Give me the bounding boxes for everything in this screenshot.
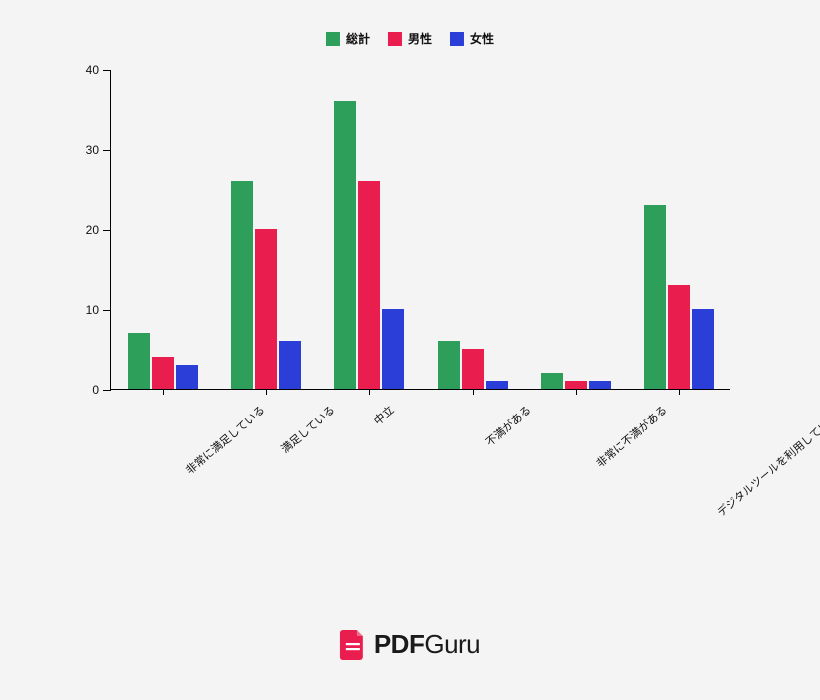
chart-bar: [541, 373, 563, 389]
x-tick: [266, 389, 267, 395]
legend-label: 女性: [470, 30, 494, 47]
legend-item: 女性: [450, 30, 494, 47]
legend-item: 男性: [388, 30, 432, 47]
chart-bar: [692, 309, 714, 389]
chart-bar: [486, 381, 508, 389]
chart-bar: [231, 181, 253, 389]
chart-bar: [176, 365, 198, 389]
y-tick: [103, 390, 111, 391]
chart-bar: [462, 349, 484, 389]
x-axis-label: 中立: [370, 402, 397, 428]
x-axis-label: デジタルツールを利用していない: [714, 402, 820, 520]
chart-legend: 総計 男性 女性: [326, 30, 494, 47]
legend-swatch: [326, 32, 340, 46]
y-axis-label: 0: [75, 383, 99, 397]
chart-container: 総計 男性 女性 010203040非常に満足している満足している中立不満がある…: [70, 30, 750, 510]
x-tick: [576, 389, 577, 395]
chart-bar: [438, 341, 460, 389]
chart-bar: [644, 205, 666, 389]
brand-logo-text: PDFGuru: [374, 629, 480, 660]
chart-plot-area: 010203040非常に満足している満足している中立不満がある非常に不満があるデ…: [110, 70, 730, 390]
y-tick: [103, 310, 111, 311]
x-axis-label: 満足している: [277, 402, 338, 456]
y-tick: [103, 150, 111, 151]
x-tick: [679, 389, 680, 395]
brand-logo: PDFGuru: [340, 629, 480, 660]
legend-label: 総計: [346, 30, 370, 47]
y-axis-label: 40: [75, 63, 99, 77]
chart-bar: [152, 357, 174, 389]
legend-swatch: [388, 32, 402, 46]
chart-bar: [382, 309, 404, 389]
x-axis-label: 不満がある: [482, 402, 534, 450]
brand-logo-pdf: PDF: [374, 629, 425, 659]
brand-logo-guru: Guru: [424, 629, 480, 659]
x-tick: [163, 389, 164, 395]
pdf-file-icon: [340, 630, 366, 660]
chart-bar: [589, 381, 611, 389]
chart-bar: [565, 381, 587, 389]
chart-bar: [128, 333, 150, 389]
y-tick: [103, 70, 111, 71]
chart-bar: [358, 181, 380, 389]
y-axis-label: 30: [75, 143, 99, 157]
legend-swatch: [450, 32, 464, 46]
x-tick: [473, 389, 474, 395]
chart-bar: [279, 341, 301, 389]
legend-label: 男性: [408, 30, 432, 47]
legend-item: 総計: [326, 30, 370, 47]
x-axis-label: 非常に満足している: [182, 402, 268, 478]
y-axis-label: 20: [75, 223, 99, 237]
y-tick: [103, 230, 111, 231]
x-tick: [369, 389, 370, 395]
chart-bar: [334, 101, 356, 389]
chart-bar: [255, 229, 277, 389]
y-axis-label: 10: [75, 303, 99, 317]
chart-bar: [668, 285, 690, 389]
x-axis-label: 非常に不満がある: [593, 402, 671, 471]
